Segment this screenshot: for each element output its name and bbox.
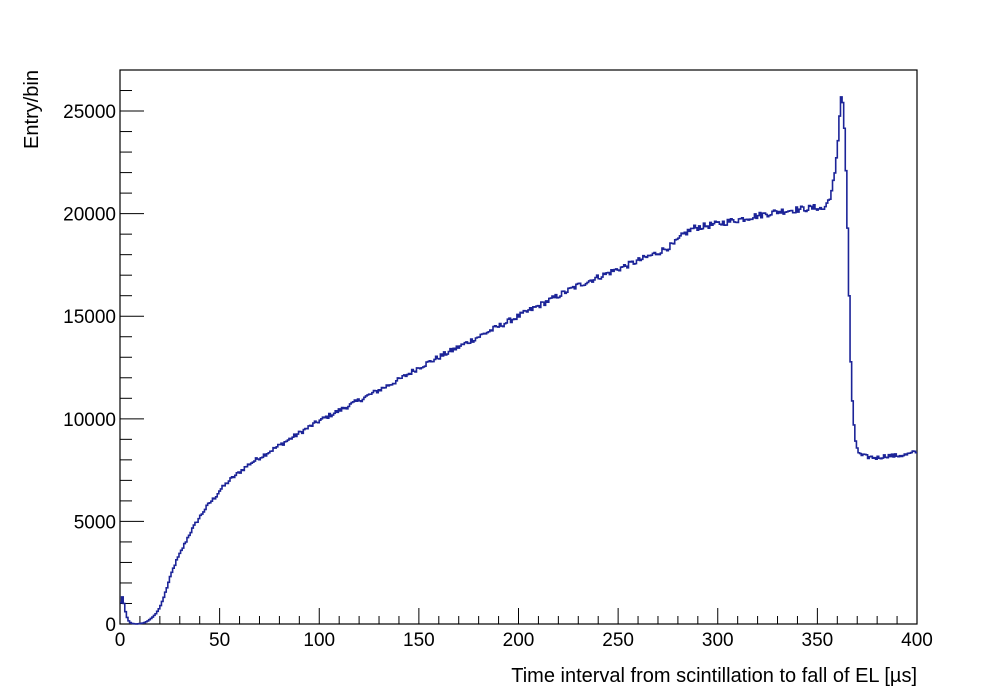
plot-frame <box>119 69 918 625</box>
y-axis-tick-labels: 0 5000 10000 15000 20000 25000 <box>63 102 116 636</box>
x-tick-label: 0 <box>115 630 126 651</box>
y-tick-label: 5000 <box>74 512 116 533</box>
y-tick-label: 20000 <box>63 205 116 226</box>
x-tick-label: 100 <box>303 630 335 651</box>
x-tick-label: 400 <box>901 630 933 651</box>
x-axis-title: Time interval from scintillation to fall… <box>511 665 917 687</box>
y-axis-title: Entry/bin <box>21 70 43 149</box>
x-tick-label: 300 <box>702 630 734 651</box>
y-axis-ticks <box>120 69 144 625</box>
y-tick-label: 25000 <box>63 102 116 123</box>
y-tick-label: 0 <box>105 615 116 636</box>
x-tick-label: 150 <box>403 630 435 651</box>
histogram-series-line <box>120 96 917 625</box>
x-tick-label: 50 <box>209 630 230 651</box>
x-tick-label: 200 <box>503 630 535 651</box>
y-tick-label: 15000 <box>63 307 116 328</box>
y-tick-label: 10000 <box>63 410 116 431</box>
x-axis-ticks <box>119 608 918 624</box>
x-tick-label: 350 <box>802 630 834 651</box>
x-tick-label: 250 <box>602 630 634 651</box>
x-axis-tick-labels: 0 50 100 150 200 250 300 350 400 <box>115 630 933 651</box>
